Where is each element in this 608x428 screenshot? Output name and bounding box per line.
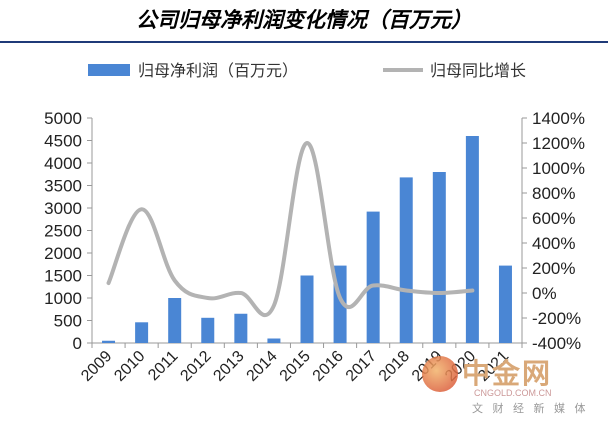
y-right-tick-label: 1200% xyxy=(532,134,585,153)
line-point xyxy=(438,292,440,294)
y-left-tick-label: 500 xyxy=(54,312,82,331)
y-left-tick-label: 5000 xyxy=(44,109,82,128)
x-tick-label: 2014 xyxy=(244,348,281,385)
bar xyxy=(102,340,116,343)
y-right-tick-label: 600% xyxy=(532,209,575,228)
bar xyxy=(432,172,446,343)
y-left-tick-label: 2000 xyxy=(44,244,82,263)
y-left-tick-label: 1000 xyxy=(44,289,82,308)
bar xyxy=(498,265,512,343)
watermark-slogan: 文 财 经 新 媒 体 xyxy=(472,402,589,415)
x-tick-label: 2017 xyxy=(343,348,380,385)
legend-bar-label: 归母净利润（百万元） xyxy=(138,61,298,80)
legend-bar-swatch xyxy=(88,64,130,76)
y-right-tick-label: -200% xyxy=(532,309,581,328)
bar xyxy=(168,298,182,343)
y-left-tick-label: 3000 xyxy=(44,199,82,218)
line-series xyxy=(106,140,475,317)
x-tick-label: 2012 xyxy=(177,348,214,385)
y-right-tick-label: -400% xyxy=(532,334,581,353)
line-point xyxy=(207,297,209,299)
line-point xyxy=(405,290,407,291)
bar-series xyxy=(102,136,512,343)
chart-title: 公司归母净利润变化情况（百万元） xyxy=(136,7,472,32)
bar xyxy=(135,322,149,343)
bar xyxy=(465,136,479,343)
axes: 0 500 1000 1500 2000 2500 3000 3500 4000 4500 5000… xyxy=(44,109,585,353)
y-right-tick-label: 0% xyxy=(532,284,557,303)
line-point xyxy=(372,285,374,286)
y-right-tick-label: 1400% xyxy=(532,109,585,128)
legend: 归母净利润（百万元） 归母同比增长 xyxy=(88,61,526,80)
bar xyxy=(201,317,215,343)
x-tick-label: 2016 xyxy=(310,348,347,385)
x-tick-label: 2010 xyxy=(111,348,148,385)
line-point xyxy=(141,208,143,210)
y-right-tick-label: 800% xyxy=(532,184,575,203)
watermark-url: CNGOLD.COM.CN xyxy=(474,388,552,398)
y-left-tick-label: 4500 xyxy=(44,132,82,151)
y-right-tick-label: 200% xyxy=(532,259,575,278)
watermark: 中金网 CNGOLD.COM.CN 文 财 经 新 媒 体 xyxy=(402,350,602,420)
legend-line-label: 归母同比增长 xyxy=(430,61,526,80)
title-underline xyxy=(0,41,608,43)
y-left-tick-label: 2500 xyxy=(44,222,82,241)
watermark-logo-icon xyxy=(422,356,458,392)
line-point xyxy=(273,305,275,306)
y-left-tick-label: 1500 xyxy=(44,267,82,286)
y-right-tick-label: 1000% xyxy=(532,159,585,178)
bar xyxy=(399,177,413,343)
x-tick-label: 2013 xyxy=(210,348,247,385)
line-point xyxy=(108,282,110,284)
line-point xyxy=(306,142,308,144)
line-point xyxy=(471,290,473,291)
watermark-name: 中金网 xyxy=(462,357,553,390)
line-point xyxy=(339,297,341,299)
growth-line xyxy=(106,140,475,317)
line-point xyxy=(174,280,176,281)
x-tick-label: 2009 xyxy=(78,348,115,385)
y-right-tick-label: 400% xyxy=(532,234,575,253)
line-point xyxy=(240,292,242,294)
y-left-tick-label: 4000 xyxy=(44,154,82,173)
y-left-tick-label: 0 xyxy=(73,334,82,353)
y-left-tick-label: 3500 xyxy=(44,177,82,196)
x-tick-label: 2015 xyxy=(277,348,314,385)
bar xyxy=(366,211,380,343)
bar xyxy=(300,275,314,343)
bar xyxy=(234,313,248,343)
bar xyxy=(267,338,281,343)
x-tick-label: 2011 xyxy=(145,348,181,384)
